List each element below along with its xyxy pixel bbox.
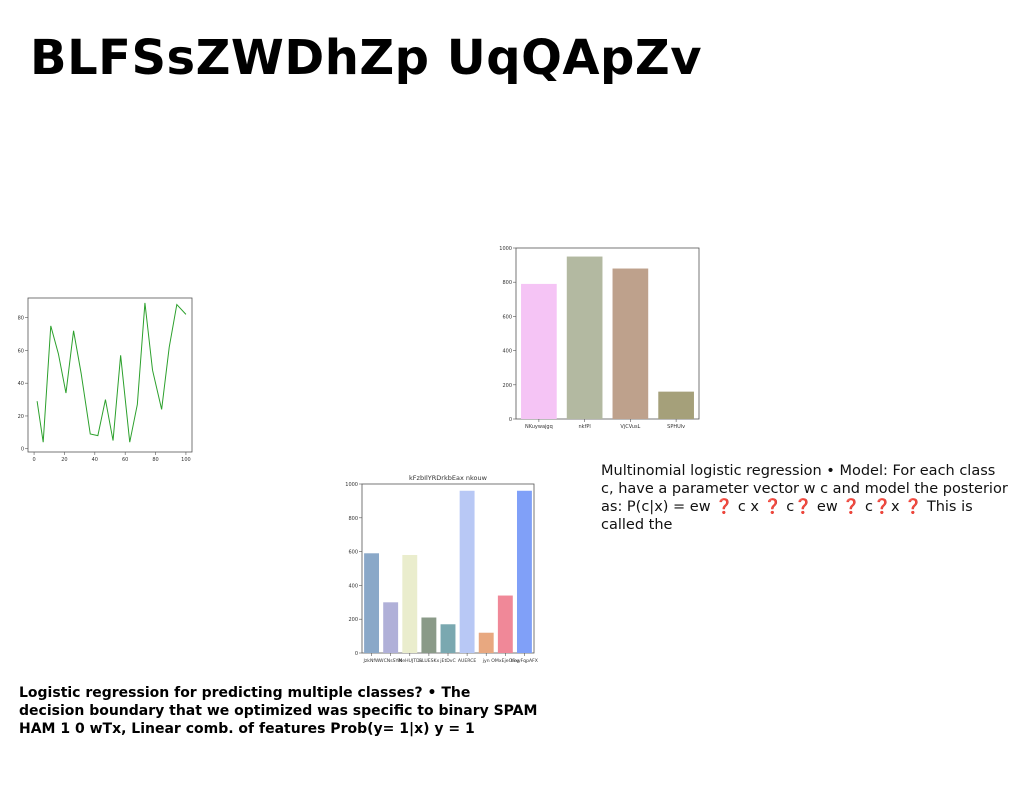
body-text: Multinomial logistic regression • Model:… — [601, 463, 1008, 533]
line-chart-svg: 0 20 40 60 80 0 20 40 60 80 100 — [18, 297, 193, 463]
y-tick-label: 600 — [502, 314, 512, 320]
y-tick-label: 600 — [348, 550, 358, 556]
y-tick-label: 60 — [18, 348, 24, 354]
y-tick-label: 40 — [18, 381, 24, 387]
bar — [478, 632, 494, 653]
bar — [658, 391, 694, 419]
plot-frame — [27, 297, 193, 453]
bar-chart-bottom: kFzbIlYRDrkbEax nkouw 0 200 400 600 800 1000 Jz… — [340, 470, 540, 670]
bar-chart-top: 0 200 400 600 800 1000 NKuywajgq nkfPl VjCVusL SP… — [494, 240, 706, 436]
y-tick-label: 1000 — [499, 246, 512, 252]
x-tick-label: SPHUlv — [667, 424, 685, 430]
y-tick-label: 0 — [21, 447, 24, 453]
bar — [421, 617, 437, 653]
bar — [516, 490, 532, 653]
x-tick-label: 0 — [32, 457, 35, 463]
bar — [566, 256, 603, 419]
y-tick-label: 800 — [502, 280, 512, 286]
x-tick-label: nkfPl — [579, 424, 591, 430]
y-tick-label: 200 — [348, 617, 358, 623]
y-tick-label: 800 — [348, 516, 358, 522]
bar — [383, 602, 399, 653]
bar — [459, 490, 475, 653]
y-tick-label: 400 — [348, 583, 358, 589]
bar — [402, 554, 418, 653]
x-tick-label: jEtDvC — [439, 658, 455, 664]
x-tick-label: GLUESKx — [418, 658, 439, 664]
slide-title: BLFSsZWDhZp UqQApZv — [30, 30, 702, 86]
bar — [440, 624, 456, 653]
x-tick-label: VjCVusL — [620, 424, 640, 430]
x-tick-label: 80 — [152, 457, 158, 463]
x-tick-label: 20 — [61, 457, 67, 463]
bar-chart-bottom-svg: kFzbIlYRDrkbEax nkouw 0 200 400 600 800 1000 Jz… — [345, 474, 538, 664]
bar — [612, 268, 649, 419]
x-tick-label: iNeHUJTDs — [398, 658, 423, 664]
chart-title: kFzbIlYRDrkbEax nkouw — [409, 474, 488, 482]
x-tick-label: AUERCE — [458, 658, 477, 664]
bar — [364, 553, 380, 653]
line-chart: 0 20 40 60 80 0 20 40 60 80 100 — [16, 292, 198, 464]
x-tick-label: 60 — [122, 457, 128, 463]
x-tick-label: lSxyFqpAFX — [511, 658, 538, 664]
x-tick-label: JzkNfW — [363, 658, 380, 664]
x-tick-label: OMxEjeOmy — [491, 658, 519, 664]
line-series — [36, 302, 187, 443]
y-tick-label: 20 — [18, 414, 24, 420]
x-tick-label: jyn — [482, 658, 490, 664]
x-tick-label: WCNsSYM — [379, 658, 402, 664]
y-tick-label: 0 — [355, 651, 358, 657]
x-tick-label: 100 — [181, 457, 191, 463]
y-tick-label: 200 — [502, 383, 512, 389]
y-tick-label: 400 — [502, 349, 512, 355]
bar — [497, 595, 513, 653]
y-tick-label: 80 — [18, 316, 24, 322]
bar — [521, 283, 557, 419]
y-tick-label: 0 — [509, 417, 512, 423]
footer-text: Logistic regression for predicting multi… — [19, 685, 538, 737]
bar-chart-top-svg: 0 200 400 600 800 1000 NKuywajgq nkfPl VjCVusL SP… — [499, 246, 700, 430]
x-tick-label: 40 — [92, 457, 98, 463]
y-tick-label: 1000 — [345, 482, 358, 488]
x-tick-label: NKuywajgq — [525, 424, 553, 430]
